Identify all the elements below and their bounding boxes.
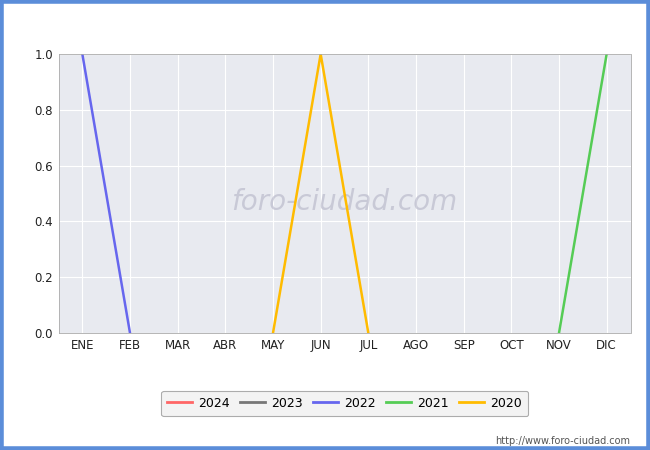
Text: http://www.foro-ciudad.com: http://www.foro-ciudad.com	[495, 436, 630, 446]
Legend: 2024, 2023, 2022, 2021, 2020: 2024, 2023, 2022, 2021, 2020	[161, 391, 528, 416]
Text: foro-ciudad.com: foro-ciudad.com	[231, 188, 458, 216]
Text: Matriculaciones de Vehiculos en Torreadrada: Matriculaciones de Vehiculos en Torreadr…	[140, 16, 510, 34]
